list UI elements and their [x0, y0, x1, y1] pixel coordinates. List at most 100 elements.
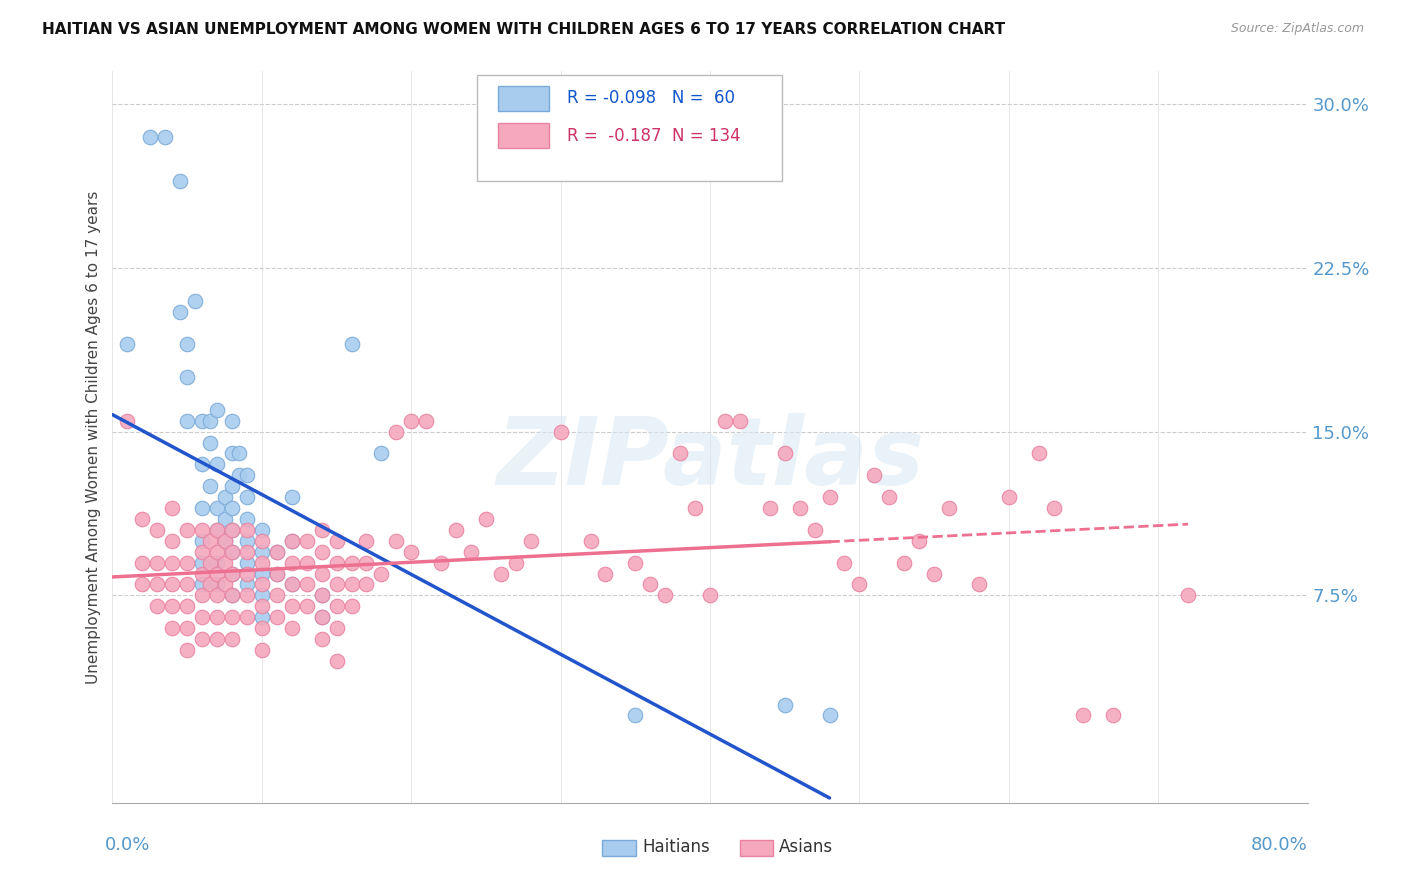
- Point: [236, 577, 259, 591]
- Point: [370, 566, 392, 581]
- Point: [205, 610, 228, 624]
- Point: [266, 588, 288, 602]
- FancyBboxPatch shape: [740, 840, 773, 856]
- Point: [250, 643, 273, 657]
- Point: [624, 556, 647, 570]
- Point: [370, 446, 392, 460]
- Point: [191, 458, 214, 472]
- Point: [191, 545, 214, 559]
- Point: [176, 414, 198, 428]
- Point: [205, 523, 228, 537]
- Point: [191, 523, 214, 537]
- Point: [176, 599, 198, 614]
- Point: [311, 610, 333, 624]
- Point: [250, 533, 273, 548]
- Point: [624, 708, 647, 723]
- Point: [311, 588, 333, 602]
- Point: [773, 698, 796, 712]
- Point: [385, 533, 408, 548]
- Point: [198, 533, 221, 548]
- Point: [146, 523, 169, 537]
- Point: [281, 556, 304, 570]
- Point: [214, 490, 236, 504]
- Point: [153, 129, 176, 144]
- Point: [444, 523, 467, 537]
- Point: [281, 621, 304, 635]
- Point: [221, 545, 243, 559]
- Point: [214, 533, 236, 548]
- Point: [214, 556, 236, 570]
- Point: [221, 632, 243, 646]
- Point: [325, 533, 347, 548]
- Point: [205, 501, 228, 516]
- Point: [340, 599, 363, 614]
- Point: [205, 577, 228, 591]
- FancyBboxPatch shape: [477, 75, 782, 181]
- Text: 80.0%: 80.0%: [1251, 836, 1308, 854]
- Point: [176, 523, 198, 537]
- Point: [176, 621, 198, 635]
- Point: [221, 479, 243, 493]
- Point: [281, 599, 304, 614]
- Point: [505, 556, 527, 570]
- Point: [281, 533, 304, 548]
- Text: R = -0.098   N =  60: R = -0.098 N = 60: [567, 89, 734, 107]
- Point: [325, 599, 347, 614]
- Point: [221, 501, 243, 516]
- Point: [311, 610, 333, 624]
- Point: [221, 414, 243, 428]
- Point: [131, 556, 153, 570]
- Point: [818, 490, 841, 504]
- FancyBboxPatch shape: [603, 840, 636, 856]
- Point: [176, 556, 198, 570]
- Point: [683, 501, 706, 516]
- Point: [236, 490, 259, 504]
- Point: [250, 523, 273, 537]
- Point: [281, 577, 304, 591]
- Point: [221, 566, 243, 581]
- Point: [221, 566, 243, 581]
- Point: [183, 293, 205, 308]
- Point: [266, 545, 288, 559]
- Point: [205, 632, 228, 646]
- Point: [714, 414, 737, 428]
- Point: [221, 446, 243, 460]
- Text: Source: ZipAtlas.com: Source: ZipAtlas.com: [1230, 22, 1364, 36]
- Point: [250, 588, 273, 602]
- Text: Asians: Asians: [779, 838, 834, 855]
- Point: [325, 556, 347, 570]
- Point: [579, 533, 602, 548]
- Point: [236, 512, 259, 526]
- Y-axis label: Unemployment Among Women with Children Ages 6 to 17 years: Unemployment Among Women with Children A…: [86, 190, 101, 684]
- Point: [162, 556, 183, 570]
- Text: Haitians: Haitians: [643, 838, 710, 855]
- Point: [654, 588, 676, 602]
- Point: [848, 577, 870, 591]
- Point: [176, 643, 198, 657]
- Point: [1102, 708, 1125, 723]
- Text: HAITIAN VS ASIAN UNEMPLOYMENT AMONG WOMEN WITH CHILDREN AGES 6 TO 17 YEARS CORRE: HAITIAN VS ASIAN UNEMPLOYMENT AMONG WOME…: [42, 22, 1005, 37]
- Point: [311, 566, 333, 581]
- Point: [834, 556, 856, 570]
- Point: [191, 577, 214, 591]
- Point: [236, 610, 259, 624]
- Point: [250, 566, 273, 581]
- Point: [205, 545, 228, 559]
- Point: [205, 523, 228, 537]
- Point: [430, 556, 453, 570]
- Point: [198, 414, 221, 428]
- Point: [162, 599, 183, 614]
- Point: [146, 577, 169, 591]
- Point: [728, 414, 751, 428]
- Point: [169, 173, 191, 187]
- Point: [169, 304, 191, 318]
- Point: [489, 566, 512, 581]
- FancyBboxPatch shape: [499, 123, 548, 148]
- Point: [162, 621, 183, 635]
- Point: [205, 458, 228, 472]
- Point: [191, 566, 214, 581]
- Point: [162, 501, 183, 516]
- Point: [266, 566, 288, 581]
- Point: [236, 566, 259, 581]
- Point: [908, 533, 931, 548]
